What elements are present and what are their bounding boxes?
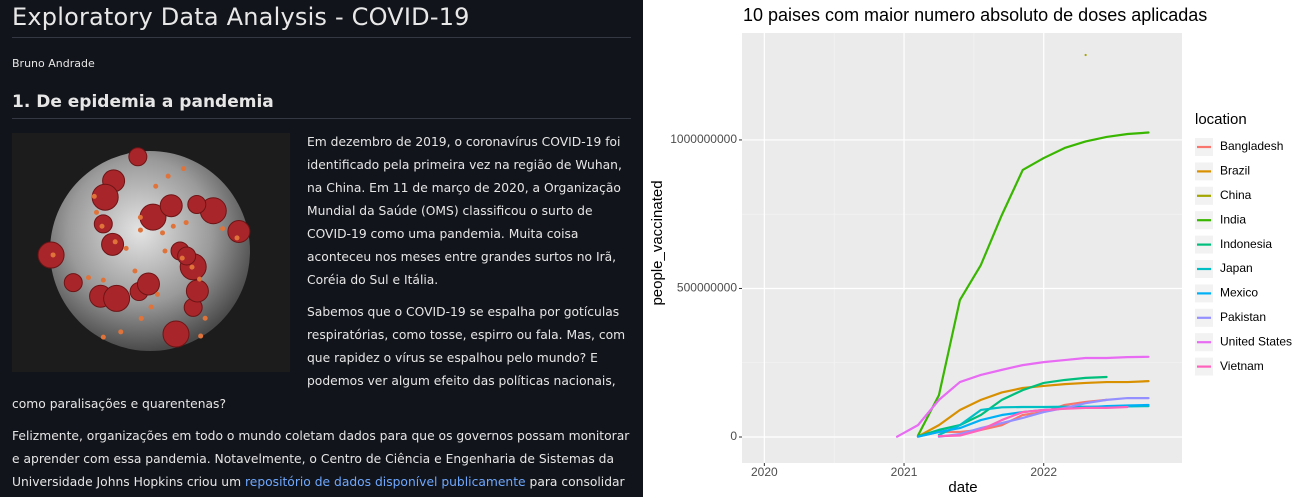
virus-dot	[162, 248, 168, 254]
virus-dot	[160, 230, 166, 236]
virus-dot	[220, 226, 226, 232]
paragraph: Felizmente, organizações em todo o mundo…	[12, 425, 631, 497]
legend-label: Brazil	[1220, 164, 1250, 178]
y-tick-label: 500000000	[677, 281, 737, 295]
virus-dot	[170, 223, 176, 229]
series-line	[937, 396, 1150, 438]
virus-dot	[137, 214, 143, 220]
virus-dot	[118, 329, 124, 335]
virus-image	[12, 133, 290, 372]
virus-dot	[148, 304, 154, 310]
section-body: Em dezembro de 2019, o coronavírus COVID…	[12, 131, 631, 497]
y-tick-label: 0	[730, 429, 737, 443]
data-repository-link[interactable]: repositório de dados disponível publicam…	[244, 475, 526, 489]
virus-spike	[93, 214, 113, 234]
plot-panel	[742, 33, 1182, 463]
author: Bruno Andrade	[12, 57, 95, 70]
virus-dot	[99, 223, 105, 229]
virus-spike	[187, 194, 207, 214]
virus-spike	[101, 232, 125, 256]
virus-dot	[138, 315, 144, 321]
virus-dot	[137, 227, 143, 233]
x-axis-title: date	[948, 479, 977, 496]
y-tick-label: 1000000000	[670, 132, 737, 146]
series-line	[937, 405, 1129, 438]
virus-dot	[189, 264, 195, 270]
virus-dot	[179, 255, 185, 261]
virus-dot	[50, 252, 56, 258]
virus-spike	[159, 194, 183, 218]
virus-spike	[185, 279, 209, 303]
notebook: Exploratory Data Analysis - COVID-19 Bru…	[0, 0, 643, 497]
virus-dot	[181, 166, 187, 172]
legend-label: India	[1220, 212, 1246, 226]
chart: 10 paises com maior numero absoluto de d…	[643, 0, 1303, 497]
virus-spike	[103, 284, 131, 312]
virus-dot	[85, 275, 91, 281]
virus-spike	[177, 246, 197, 266]
virus-dot	[202, 315, 208, 321]
series-line	[916, 375, 1108, 438]
virus-dot	[183, 220, 189, 226]
x-tick-label: 2022	[1030, 465, 1057, 479]
virus-spike	[128, 147, 148, 167]
legend-label: Vietnam	[1220, 359, 1264, 373]
virus-dot	[165, 173, 171, 179]
virus-dot	[91, 193, 97, 199]
virus-dot	[154, 291, 160, 297]
y-axis-title: people_vaccinated	[649, 180, 666, 305]
x-tick-label: 2021	[891, 465, 918, 479]
series-line	[916, 131, 1150, 437]
virus-dot	[234, 235, 240, 241]
legend-label: Pakistan	[1220, 310, 1266, 324]
virus-dot	[197, 276, 203, 282]
virus-spike	[227, 220, 251, 244]
virus-spike	[162, 320, 190, 348]
virus-spike	[136, 272, 160, 296]
virus-dot	[123, 245, 129, 251]
legend-label: Bangladesh	[1220, 139, 1283, 153]
paragraph-text: para consolidar esses dados de fontes co…	[529, 475, 625, 489]
legend-label: Japan	[1220, 261, 1253, 275]
virus-dot	[100, 277, 106, 283]
legend-label: United States	[1220, 334, 1292, 348]
section-heading: 1. De epidemia a pandemia	[12, 92, 631, 119]
legend-label: China	[1220, 188, 1252, 202]
virus-dot	[153, 183, 159, 189]
paragraph: Sabemos que o COVID-19 se espalha por go…	[12, 305, 626, 411]
virus-dot	[132, 268, 138, 274]
chart-title: 10 paises com maior numero absoluto de d…	[743, 5, 1207, 25]
paragraph: Em dezembro de 2019, o coronavírus COVID…	[307, 135, 622, 287]
virus-spike	[63, 273, 83, 293]
paragraph-text: Felizmente, organizações em todo o mundo…	[12, 429, 630, 489]
legend-label: Indonesia	[1220, 237, 1272, 251]
virus-dot	[94, 209, 100, 215]
virus-dot	[198, 333, 204, 339]
virus-dot	[112, 239, 118, 245]
x-tick-label: 2020	[751, 465, 778, 479]
legend-title: location	[1195, 111, 1247, 128]
virus-dot	[100, 334, 106, 340]
notebook-title: Exploratory Data Analysis - COVID-19	[12, 3, 631, 38]
legend-label: Mexico	[1220, 286, 1258, 300]
series-line	[895, 355, 1150, 438]
